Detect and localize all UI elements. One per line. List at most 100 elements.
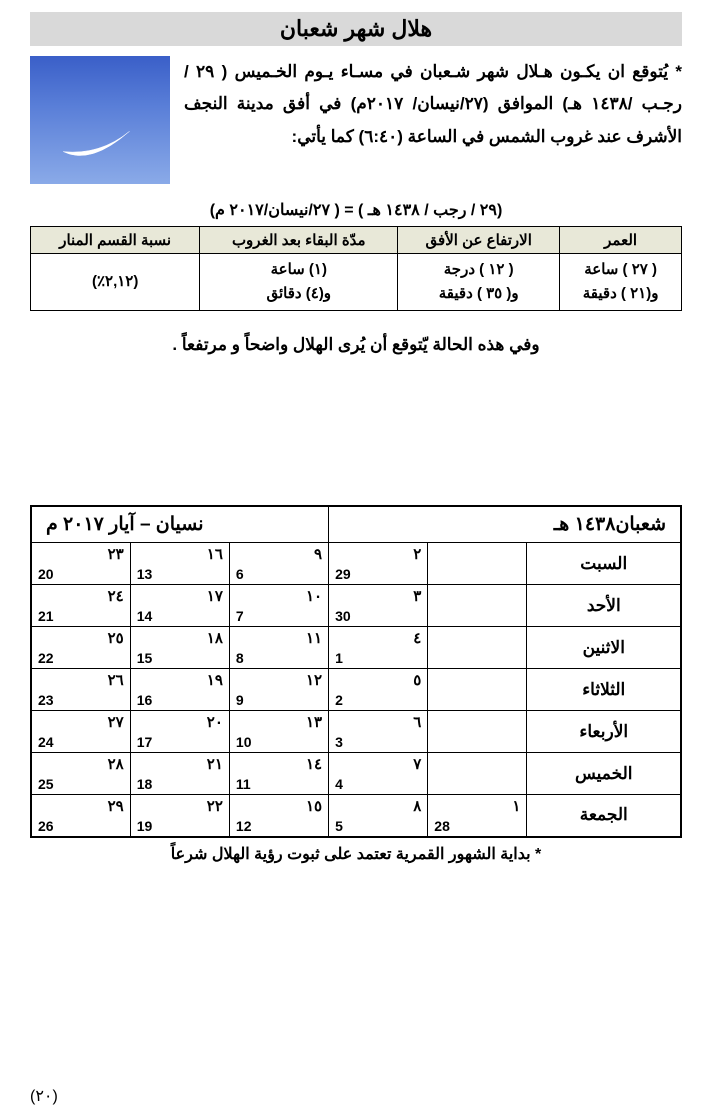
day-cell: ١١8 [229,627,328,669]
moon-data-table: العمر الارتفاع عن الأفق مدّة البقاء بعد … [30,226,682,311]
hijri-date: ٢٥ [108,629,124,647]
hijri-date: ٢ [413,545,421,563]
gregorian-date: 22 [38,650,54,666]
gregorian-date: 5 [335,818,343,834]
day-cell: ٢٢ 19 [130,795,229,837]
cell-illumination: (٢,١٢٪) [31,254,200,311]
col-illumination: نسبة القسم المنار [31,227,200,254]
day-cell: ١٠ 7 [229,585,328,627]
hijri-date: ٢٤ [108,587,124,605]
crescent-moon-image [30,56,170,184]
calendar-row: الأحد ٣ 30 ١٠ 7 ١٧14 ٢٤ 21 [31,585,681,627]
gregorian-date: 1 [335,650,343,666]
day-cell: ٧4 [329,753,428,795]
hijri-date: ١٩ [207,671,223,689]
day-cell: ٢٥ 22 [31,627,130,669]
calendar-row: الثلاثاء٥2١٢9١٩16٢٦23 [31,669,681,711]
cal-greg-label: نسيان – آيار ٢٠١٧ م [31,506,329,543]
gregorian-date: 18 [137,776,153,792]
day-cell: ٦3 [329,711,428,753]
hijri-date: ١٣ [306,713,322,731]
gregorian-date: 25 [38,776,54,792]
cell-duration: (١) ساعةو(٤) دقائق [200,254,398,311]
date-equivalence: (٢٩ / رجب / ١٤٣٨ هـ ) = ( ٢٧/نيسان/٢٠١٧ … [30,200,682,220]
gregorian-date: 26 [38,818,54,834]
hijri-date: ٢٢ [207,797,223,815]
day-name-cell: الأحد [527,585,681,627]
day-cell [428,627,527,669]
gregorian-date: 23 [38,692,54,708]
calendar-row: الخميس٧4١٤11٢١18٢٨25 [31,753,681,795]
hijri-date: ٣ [413,587,421,605]
gregorian-date: 28 [434,818,450,834]
gregorian-date: 7 [236,608,244,624]
hijri-date: ٢٦ [108,671,124,689]
gregorian-date: 19 [137,818,153,834]
hijri-date: ٢١ [207,755,223,773]
gregorian-date: 16 [137,692,153,708]
gregorian-date: 15 [137,650,153,666]
hijri-date: ٧ [413,755,421,773]
hijri-date: ٨ [413,797,421,815]
calendar-row: الجمعة١28٨5١٥12٢٢19٢٩26 [31,795,681,837]
hijri-date: ٢٣ [108,545,124,563]
day-name-cell: السبت [527,543,681,585]
day-cell: ١٩ 16 [130,669,229,711]
hijri-date: ٤ [413,629,421,647]
gregorian-date: 17 [137,734,153,750]
gregorian-date: 13 [137,566,153,582]
day-cell: ١٦13 [130,543,229,585]
day-cell: ٢٣20 [31,543,130,585]
day-cell: ٨5 [329,795,428,837]
day-cell: ٢١ 18 [130,753,229,795]
hijri-date: ٢٠ [207,713,223,731]
day-cell [428,585,527,627]
hijri-date: ٥ [413,671,421,689]
gregorian-date: 8 [236,650,244,666]
hijri-date: ٦ [413,713,421,731]
intro-section: * يُتوقع ان يكـون هـلال شهر شـعبان في مس… [30,56,682,184]
page-title: هلال شهر شعبان [30,12,682,46]
calendar-row: السبت ٢ 29 ٩ 6 ١٦13٢٣20 [31,543,681,585]
calendar-row: الأربعاء٦3١٣10٢٠17٢٧24 [31,711,681,753]
day-cell: ٤1 [329,627,428,669]
cell-age: ( ٢٧ ) ساعةو(٢١ ) دقيقة [560,254,682,311]
gregorian-date: 6 [236,566,244,582]
day-cell [428,753,527,795]
hijri-date: ١٢ [306,671,322,689]
gregorian-date: 4 [335,776,343,792]
hijri-date: ٢٧ [108,713,124,731]
day-cell: ١28 [428,795,527,837]
gregorian-date: 30 [335,608,351,624]
day-cell: ٢٨ 25 [31,753,130,795]
table-data-row: ( ٢٧ ) ساعةو(٢١ ) دقيقة ( ١٢ ) درجةو( ٣٥… [31,254,682,311]
day-name-cell: الاثنين [527,627,681,669]
intro-text: * يُتوقع ان يكـون هـلال شهر شـعبان في مس… [184,56,682,184]
hijri-date: ١٠ [306,587,322,605]
hijri-date: ٩ [314,545,322,563]
day-cell [428,669,527,711]
footnote: * بداية الشهور القمرية تعتمد على ثبوت رؤ… [30,844,682,864]
col-elevation: الارتفاع عن الأفق [398,227,560,254]
day-name-cell: الجمعة [527,795,681,837]
gregorian-date: 12 [236,818,252,834]
calendar-row: الاثنين٤1١١8١٨15٢٥22 [31,627,681,669]
day-cell [428,711,527,753]
gregorian-date: 24 [38,734,54,750]
hijri-date: ١٥ [306,797,322,815]
page-number: (٢٠) [30,1086,58,1106]
gregorian-date: 29 [335,566,351,582]
hijri-date: ١٨ [207,629,223,647]
calendar-table: شعبان١٤٣٨ هـ نسيان – آيار ٢٠١٧ م السبت٢2… [30,505,682,838]
day-cell: ٢٩26 [31,795,130,837]
day-cell: ١٧14 [130,585,229,627]
hijri-date: ١٧ [207,587,223,605]
gregorian-date: 10 [236,734,252,750]
day-cell: ٢٤ 21 [31,585,130,627]
gregorian-date: 9 [236,692,244,708]
day-cell: ٢ 29 [329,543,428,585]
gregorian-date: 21 [38,608,54,624]
day-cell: ٢٦ 23 [31,669,130,711]
gregorian-date: 2 [335,692,343,708]
hijri-date: ٢٨ [108,755,124,773]
